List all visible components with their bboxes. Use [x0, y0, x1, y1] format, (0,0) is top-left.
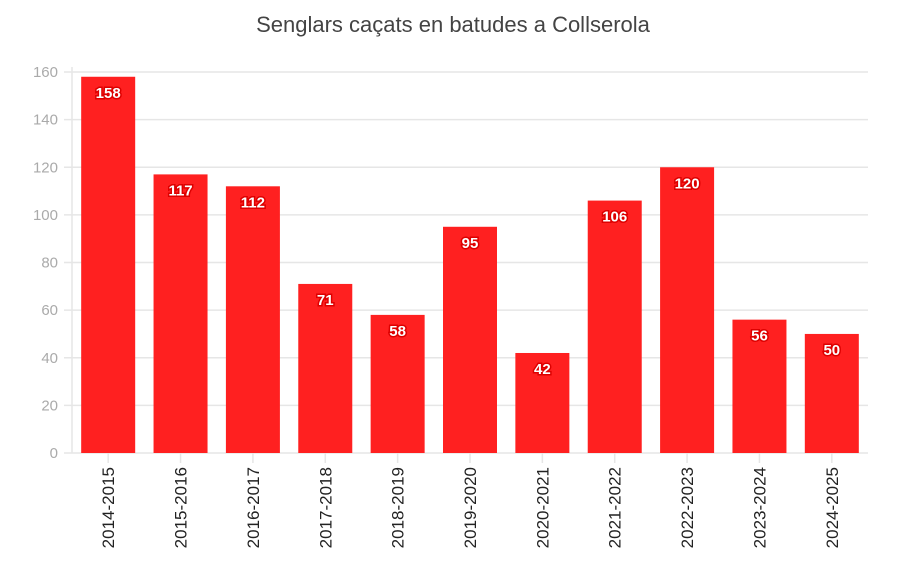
x-tick-label: 2024-2025: [823, 467, 842, 548]
y-tick-label: 60: [41, 302, 58, 319]
y-tick-label: 100: [33, 207, 58, 224]
data-label: 56: [751, 328, 768, 345]
x-tick-label: 2023-2024: [750, 467, 769, 548]
data-label: 158: [96, 85, 121, 102]
x-tick-label: 2021-2022: [606, 467, 625, 548]
x-tick-label: 2019-2020: [461, 467, 480, 548]
y-tick-label: 120: [33, 159, 58, 176]
x-tick-label: 2015-2016: [172, 467, 191, 548]
bar: [298, 283, 353, 453]
data-label: 95: [462, 235, 479, 252]
bar: [81, 76, 136, 453]
bar: [732, 319, 787, 453]
y-tick-label: 140: [33, 112, 58, 129]
x-tick-label: 2020-2021: [533, 467, 552, 548]
data-label: 112: [241, 194, 265, 211]
bar: [443, 226, 497, 453]
data-label: 117: [168, 182, 192, 199]
data-label: 58: [389, 323, 406, 340]
bar: [587, 200, 642, 453]
bar: [515, 352, 570, 453]
chart-title: Senglars caçats en batudes a Collserola: [256, 12, 650, 37]
bar: [153, 174, 208, 454]
x-tick-label: 2018-2019: [389, 467, 408, 548]
bar: [370, 314, 425, 453]
bar: [804, 333, 859, 453]
x-tick-label: 2014-2015: [99, 467, 118, 548]
x-tick-label: 2022-2023: [678, 467, 697, 548]
data-label: 106: [602, 209, 627, 226]
data-label: 42: [534, 361, 551, 378]
y-tick-label: 20: [41, 397, 58, 414]
y-tick-label: 80: [41, 255, 58, 272]
bar: [225, 186, 280, 454]
data-label: 71: [317, 292, 334, 309]
x-tick-label: 2017-2018: [316, 467, 335, 548]
x-tick-label: 2016-2017: [244, 467, 263, 548]
y-tick-label: 0: [50, 445, 58, 462]
y-tick-label: 160: [33, 64, 58, 81]
bar: [660, 167, 715, 453]
data-label: 50: [823, 342, 840, 359]
data-label: 120: [675, 175, 700, 192]
y-tick-label: 40: [41, 350, 58, 367]
